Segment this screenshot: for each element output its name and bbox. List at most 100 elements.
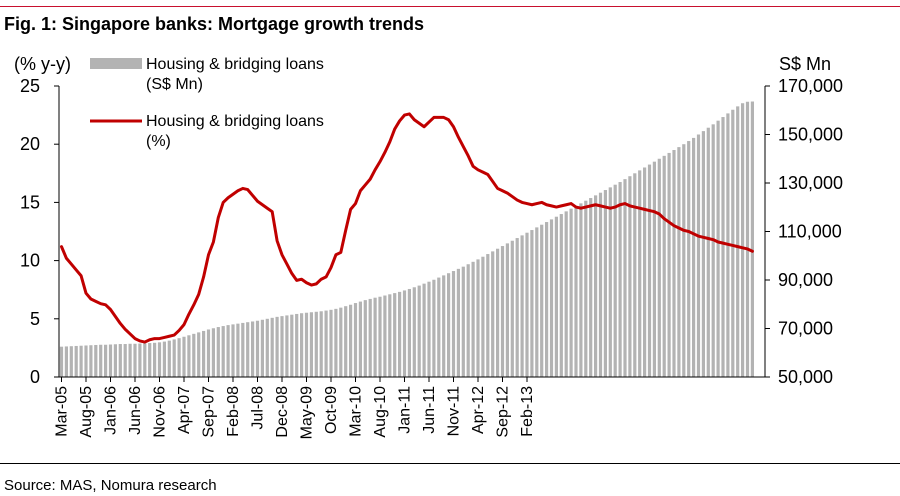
right-tick-label: 90,000 — [778, 270, 833, 290]
bar — [398, 291, 402, 377]
x-tick-label: Apr-07 — [176, 386, 193, 434]
bar — [153, 342, 157, 377]
right-tick-label: 150,000 — [778, 125, 843, 145]
x-tick-label: May-09 — [299, 386, 316, 439]
bar — [432, 279, 436, 377]
bar — [476, 259, 480, 377]
bar — [265, 318, 269, 377]
left-axis-label: (% y-y) — [14, 54, 71, 74]
bar-series — [59, 101, 754, 378]
x-tick-label: Jun-06 — [127, 386, 144, 435]
bar — [304, 312, 309, 377]
bar — [594, 195, 598, 377]
bar — [216, 327, 220, 377]
right-tick-label: 170,000 — [778, 76, 843, 96]
left-axis-ticks: 0 5 10 15 20 25 — [20, 76, 59, 387]
x-tick-label: Dec-08 — [274, 386, 291, 438]
bar — [309, 312, 313, 377]
bar — [535, 227, 539, 377]
bar — [324, 310, 328, 377]
growth-line — [60, 112, 754, 344]
x-tick-label: Jun-11 — [421, 386, 438, 434]
bar — [549, 219, 554, 378]
bar — [706, 127, 710, 378]
bar — [554, 216, 558, 377]
bar — [628, 176, 632, 377]
bar — [731, 109, 735, 377]
bar — [353, 303, 358, 377]
bar — [251, 321, 255, 377]
bar — [295, 313, 299, 377]
bar — [206, 329, 211, 377]
bar — [456, 268, 460, 377]
bar — [69, 346, 73, 377]
bar — [108, 344, 113, 377]
bar — [383, 295, 387, 377]
bar — [148, 343, 152, 377]
bar — [657, 158, 661, 377]
bar — [275, 316, 279, 377]
bar — [633, 173, 637, 377]
bar — [246, 322, 250, 377]
bar — [623, 179, 627, 377]
bar — [667, 152, 671, 377]
bar — [701, 131, 705, 377]
x-tick-label: Jan-11 — [397, 386, 414, 434]
left-tick-label: 5 — [30, 309, 40, 329]
bar — [437, 277, 441, 377]
bar — [388, 294, 392, 377]
bar — [741, 103, 745, 377]
bar — [211, 328, 215, 377]
bar — [510, 240, 514, 377]
right-tick-label: 110,000 — [778, 222, 842, 242]
bar — [745, 101, 750, 377]
bar — [687, 141, 691, 377]
bar — [579, 203, 583, 377]
bar — [496, 248, 500, 377]
bar — [290, 314, 294, 377]
bar — [368, 298, 372, 377]
x-tick-label: Jan-06 — [103, 386, 120, 435]
bar — [162, 341, 166, 377]
bar — [143, 343, 147, 377]
bar — [643, 167, 647, 377]
legend-bar-label-line2: (S$ Mn) — [146, 76, 203, 93]
x-tick-label: Jul-08 — [250, 386, 267, 430]
bar — [500, 246, 505, 377]
bar — [74, 345, 78, 377]
bar — [202, 330, 206, 377]
bar — [682, 144, 686, 377]
bar — [64, 346, 68, 377]
bar — [177, 338, 181, 377]
bar — [736, 106, 740, 378]
legend-bar-swatch — [90, 58, 142, 69]
x-tick-label: Oct-09 — [323, 386, 340, 434]
bar — [589, 198, 593, 377]
right-tick-label: 130,000 — [778, 173, 843, 193]
bar — [339, 307, 343, 377]
line-series-layer — [60, 112, 754, 344]
bar — [613, 184, 617, 377]
bar — [721, 117, 725, 377]
bar — [545, 222, 549, 377]
bar — [716, 120, 720, 378]
bar — [461, 266, 465, 377]
bar — [133, 343, 137, 377]
bottom-rule — [0, 463, 900, 464]
left-tick-label: 25 — [20, 76, 40, 96]
bar — [422, 283, 426, 377]
bar — [481, 256, 485, 377]
left-tick-label: 15 — [20, 192, 40, 212]
bar — [300, 313, 304, 377]
bar — [363, 300, 367, 377]
bar — [638, 170, 642, 377]
x-tick-label: Nov-11 — [446, 386, 463, 436]
bar — [569, 208, 573, 377]
x-tick-label: Aug-10 — [372, 386, 389, 438]
bar — [393, 293, 397, 377]
top-rule — [0, 6, 900, 7]
bar — [197, 332, 201, 377]
right-axis-label: S$ Mn — [779, 54, 831, 74]
bar — [427, 281, 431, 377]
bar — [236, 323, 240, 377]
